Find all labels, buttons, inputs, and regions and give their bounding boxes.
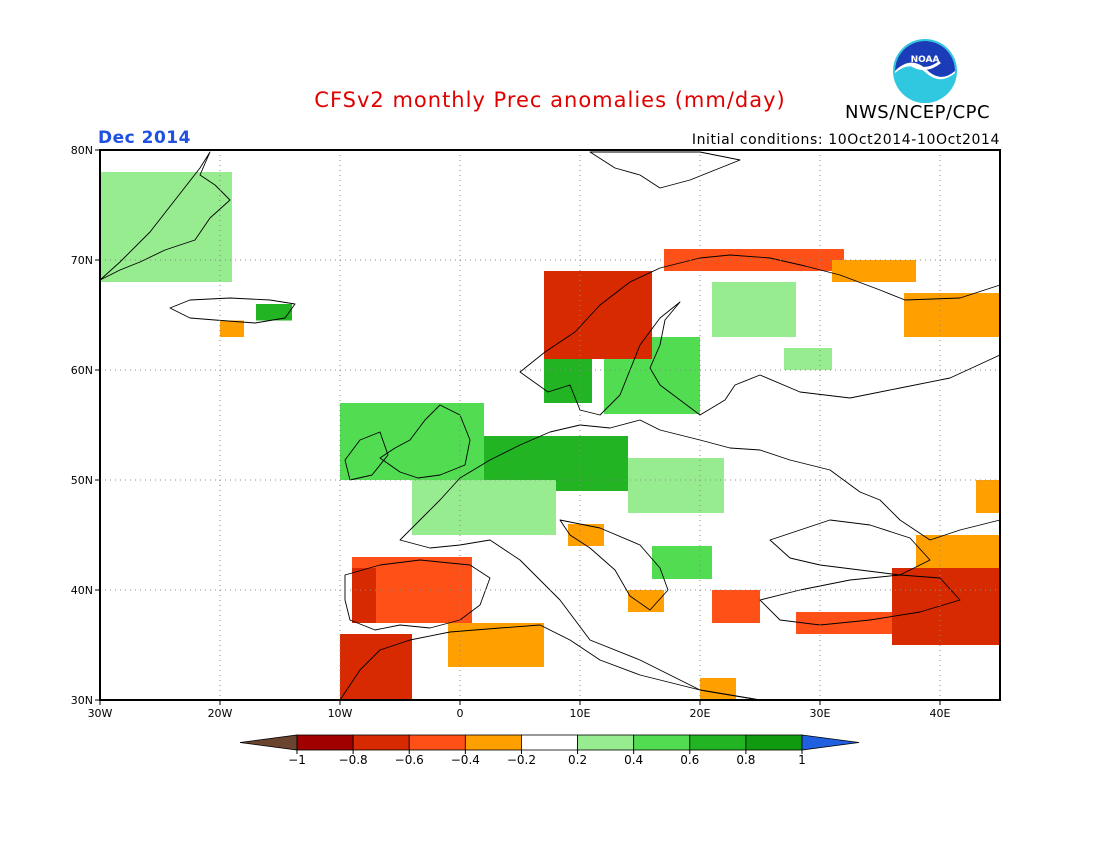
colorbar-swatch — [577, 734, 635, 751]
coastline-black-sea — [769, 519, 931, 576]
colorbar-label: −0.6 — [395, 753, 424, 767]
anomaly-north-cape — [664, 249, 844, 271]
coastline-scandinavia — [519, 254, 1001, 416]
coastline-iceland — [169, 297, 296, 324]
anomaly-finland — [712, 282, 796, 337]
anomaly-alps-south — [568, 524, 604, 546]
colorbar-label: −1 — [288, 753, 306, 767]
coastline-greenland — [99, 151, 231, 281]
lon-tick-label: 0 — [457, 707, 464, 720]
anomaly-iceland-south — [220, 320, 244, 337]
anomaly-greenland — [100, 172, 232, 282]
initial-conditions: Initial conditions: 10Oct2014-10Oct2014 — [691, 132, 1000, 148]
colorbar-label: 0.8 — [736, 753, 755, 767]
colorbar-label: 1 — [798, 753, 806, 767]
colorbar-swatch — [408, 734, 466, 751]
colorbar-swatch — [296, 734, 354, 751]
noaa-logo-icon: NOAA — [893, 39, 957, 103]
colorbar-swatch — [464, 734, 522, 751]
lat-tick-label: 30N — [71, 694, 93, 707]
colorbar-swatch — [689, 734, 747, 751]
colorbar-high-arrow — [801, 734, 860, 751]
anomaly-algeria — [448, 623, 544, 667]
colorbar-swatch — [352, 734, 410, 751]
colorbar-swatch — [745, 734, 803, 751]
lat-tick-label: 40N — [71, 584, 93, 597]
agency-label: NWS/NCEP/CPC — [845, 102, 991, 123]
anomaly-portugal-west — [352, 568, 376, 623]
anomaly-iceland-east — [256, 304, 292, 321]
colorbar-low-arrow — [239, 734, 298, 751]
anomaly-russia-north — [904, 293, 1000, 337]
lon-tick-label: 40E — [930, 707, 951, 720]
colorbar-label: −0.4 — [451, 753, 480, 767]
anomaly-caucasus — [892, 568, 1000, 645]
coastline-italy — [559, 519, 669, 611]
lon-tick-label: 10E — [570, 707, 591, 720]
lat-tick-label: 80N — [71, 144, 93, 157]
lon-tick-label: 20E — [690, 707, 711, 720]
svg-text:NOAA: NOAA — [911, 55, 940, 65]
anomaly-karelia — [784, 348, 832, 370]
colorbar-swatch — [521, 734, 578, 751]
colorbar-swatch — [633, 734, 691, 751]
anomaly-egypt-coast — [700, 678, 736, 700]
coastline-continent — [399, 419, 1001, 701]
anomaly-black-sea-east — [916, 535, 1000, 568]
anomaly-kola — [832, 260, 916, 282]
anomaly-france — [412, 480, 556, 535]
coastline-britain — [379, 404, 471, 479]
lon-tick-label: 10W — [328, 707, 353, 720]
coastline-turkey — [759, 574, 961, 626]
lon-tick-label: 20W — [208, 707, 233, 720]
lat-tick-label: 50N — [71, 474, 93, 487]
anomaly-italy-south — [628, 590, 664, 612]
anomaly-norway-coast — [544, 271, 652, 359]
forecast-month: Dec 2014 — [98, 128, 191, 148]
lon-tick-label: 30W — [88, 707, 113, 720]
lat-tick-label: 60N — [71, 364, 93, 377]
anomaly-central-europe — [628, 458, 724, 513]
anomaly-russia-south — [976, 480, 1000, 513]
colorbar-label: −0.8 — [339, 753, 368, 767]
anomaly-morocco — [340, 634, 412, 700]
colorbar-label: 0.4 — [624, 753, 643, 767]
coastline-svalbard — [589, 151, 741, 189]
colorbar-label: 0.2 — [568, 753, 587, 767]
colorbar-label: −0.2 — [507, 753, 536, 767]
colorbar-label: 0.6 — [680, 753, 699, 767]
lat-tick-label: 70N — [71, 254, 93, 267]
chart-title: CFSv2 monthly Prec anomalies (mm/day) — [314, 88, 786, 112]
anomaly-uk-ireland — [340, 403, 484, 480]
anomaly-balkans — [652, 546, 712, 579]
anomaly-greece — [712, 590, 760, 623]
lon-tick-label: 30E — [810, 707, 831, 720]
